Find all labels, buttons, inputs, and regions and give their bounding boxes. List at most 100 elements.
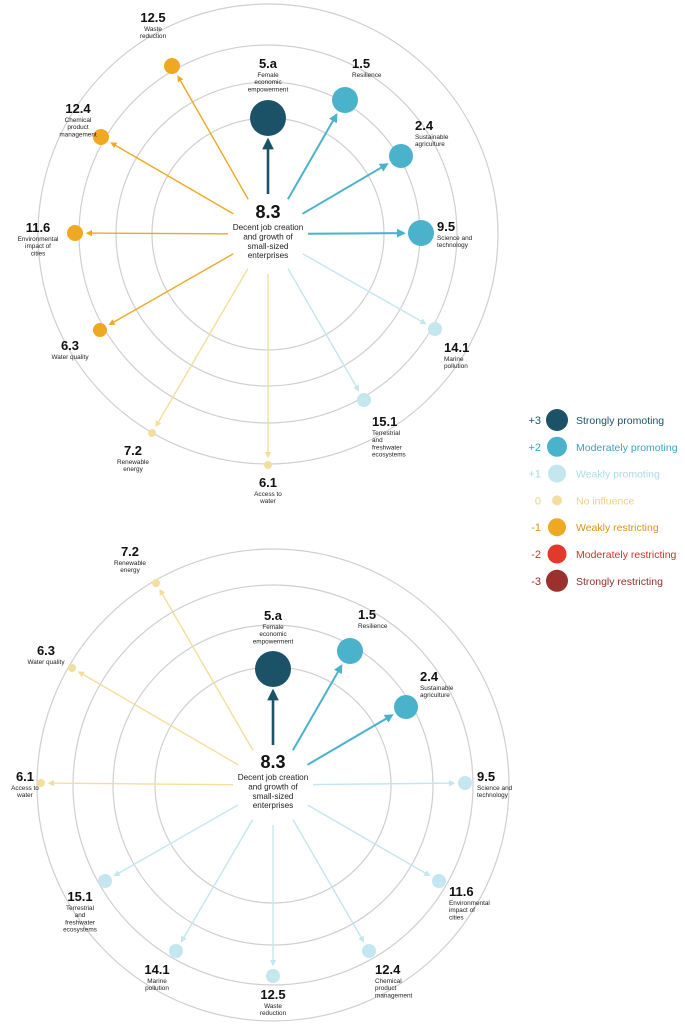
target-label-2-4: Sustainable [420, 685, 454, 692]
ring-3 [72, 584, 474, 986]
arrow-12-4 [110, 142, 234, 215]
target-code-12-4: 12.4 [65, 101, 91, 116]
target-node-12-4[interactable] [362, 944, 376, 958]
arrow-9-5 [307, 228, 406, 238]
target-label-6-1: Access to [11, 785, 39, 792]
target-label-15-1: Terrestrial [372, 430, 400, 437]
center-label: small-sized [248, 242, 289, 251]
target-label-14-1: pollution [444, 363, 468, 370]
target-label-9-5: Science and [477, 785, 513, 792]
target-label-12-4: product [67, 124, 89, 131]
target-node-12-5[interactable] [164, 58, 180, 74]
target-label-12-5: Waste [144, 26, 162, 33]
target-label-12-4: product [375, 985, 397, 992]
legend-item: -3 Strongly restricting [531, 569, 663, 592]
target-code-11-6: 11.6 [449, 884, 474, 899]
target-node-11-6[interactable] [432, 874, 446, 888]
target-label-6-1: water [259, 498, 276, 505]
target-label-12-4: Chemical [65, 117, 92, 124]
target-node-12-5[interactable] [266, 969, 280, 983]
legend-label: Weakly restricting [576, 522, 659, 534]
target-node-15-1[interactable] [98, 874, 112, 888]
legend-swatch [546, 569, 568, 592]
target-label-5-a: Female [262, 624, 284, 631]
target-node-6-1[interactable] [37, 779, 45, 787]
target-code-1-5: 1.5 [358, 607, 376, 622]
legend-swatch [546, 409, 568, 431]
legend-item: 0 No influence [535, 495, 635, 507]
target-label-7-2: Renewable [117, 459, 149, 466]
legend-swatch [547, 544, 567, 564]
target-label-5-a: empowerment [248, 86, 289, 93]
legend-label: Strongly restricting [576, 576, 663, 588]
target-code-9-5: 9.5 [477, 769, 495, 784]
legend-swatch [548, 518, 566, 537]
target-label-5-a: economic [254, 79, 282, 86]
target-code-7-2: 7.2 [121, 544, 139, 559]
target-label-1-5: Resilience [358, 623, 388, 630]
arrow-11-6 [85, 229, 229, 237]
target-label-12-5: reduction [140, 33, 167, 40]
target-code-15-1: 15.1 [67, 889, 92, 904]
target-code-1-5: 1.5 [352, 56, 370, 71]
target-label-5-a: economic [259, 631, 287, 638]
target-node-12-4[interactable] [93, 129, 109, 145]
legend: +3 Strongly promoting +2 Moderately promoti… [528, 409, 678, 592]
legend-swatch [552, 495, 562, 506]
arrow-12-4 [292, 819, 365, 943]
target-label-12-5: reduction [260, 1010, 287, 1017]
arrow-15-1 [287, 268, 360, 392]
target-label-7-2: Renewable [114, 560, 146, 567]
center-label: enterprises [248, 251, 289, 260]
center-label: Decent job creation [238, 773, 309, 782]
legend-label: No influence [576, 495, 635, 507]
target-code-6-3: 6.3 [61, 338, 79, 353]
target-node-14-1[interactable] [169, 944, 183, 958]
arrow-6-3 [108, 253, 234, 326]
target-label-5-a: Female [257, 72, 279, 79]
target-code-6-1: 6.1 [16, 769, 34, 784]
target-node-15-1[interactable] [357, 393, 371, 407]
legend-label: Moderately promoting [576, 442, 678, 454]
target-label-15-1: ecosystems [63, 927, 97, 934]
target-node-14-1[interactable] [428, 322, 442, 336]
legend-swatch [548, 464, 566, 483]
target-label-7-2: energy [123, 466, 143, 473]
target-node-2-4[interactable] [389, 144, 413, 168]
target-label-14-1: Marine [444, 356, 464, 363]
target-node-2-4[interactable] [394, 695, 418, 719]
target-node-6-3[interactable] [68, 664, 76, 672]
target-code-5-a: 5.a [264, 608, 283, 623]
target-node-6-1[interactable] [264, 461, 272, 469]
target-node-5-a[interactable] [250, 100, 286, 136]
target-code-15-1: 15.1 [372, 414, 397, 429]
target-node-1-5[interactable] [332, 87, 358, 113]
target-node-6-3[interactable] [93, 323, 107, 337]
target-node-7-2[interactable] [148, 429, 156, 437]
target-node-9-5[interactable] [408, 220, 434, 246]
target-label-1-5: Resilience [352, 72, 382, 79]
legend-value: 0 [535, 495, 541, 507]
target-label-15-1: ecosystems [372, 452, 406, 459]
legend-item: -2 Moderately restricting [531, 544, 677, 564]
target-label-11-6: Environmental [449, 900, 490, 907]
target-node-1-5[interactable] [337, 638, 363, 664]
legend-value: +2 [528, 442, 541, 454]
target-label-12-5: Waste [264, 1003, 282, 1010]
target-label-9-5: technology [437, 242, 469, 249]
arrow-2-4 [301, 163, 389, 215]
arrow-2-4 [306, 714, 394, 766]
target-node-7-2[interactable] [152, 579, 160, 587]
arrow-12-5 [177, 75, 249, 200]
target-node-9-5[interactable] [458, 776, 472, 790]
arrow-1-5 [292, 664, 343, 751]
target-code-14-1: 14.1 [444, 340, 469, 355]
target-node-5-a[interactable] [255, 651, 291, 687]
legend-item: +2 Moderately promoting [528, 436, 678, 457]
arrow-6-3 [77, 671, 239, 766]
target-code-14-1: 14.1 [144, 962, 169, 977]
target-node-11-6[interactable] [67, 225, 83, 241]
